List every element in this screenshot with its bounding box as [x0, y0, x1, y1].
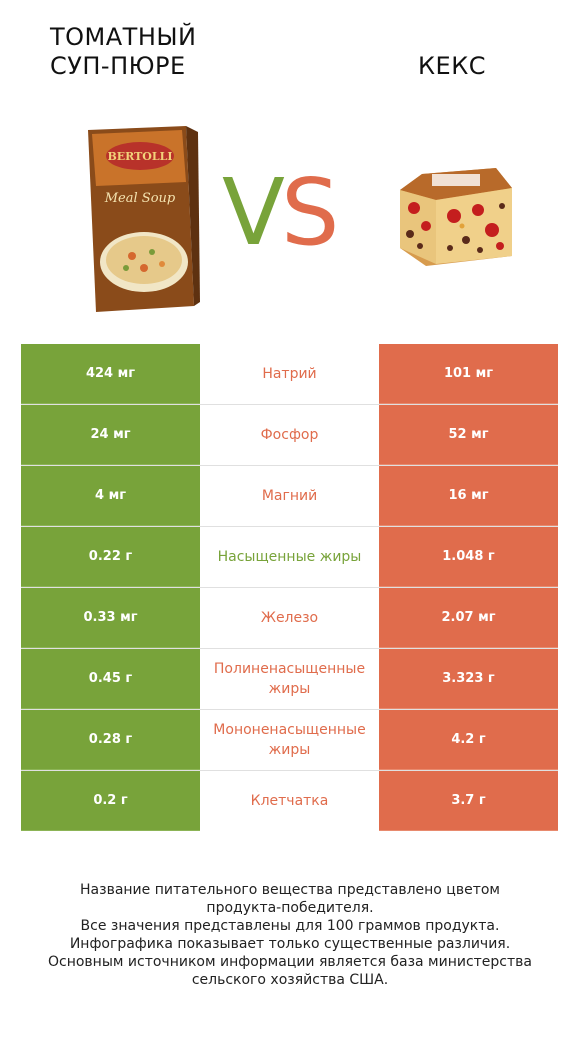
table-row: 0.22 г Насыщенные жиры 1.048 г: [21, 527, 558, 588]
left-value: 4 мг: [21, 466, 200, 526]
right-value: 52 мг: [379, 405, 558, 465]
table-row: 0.33 мг Железо 2.07 мг: [21, 588, 558, 649]
vs-s: S: [280, 159, 339, 266]
footer-line: Инфографика показывает только существенн…: [69, 936, 511, 952]
fruitcake-image: [400, 168, 512, 266]
left-value: 0.45 г: [21, 649, 200, 709]
left-value: 424 мг: [21, 344, 200, 404]
table-row: 0.2 г Клетчатка 3.7 г: [21, 771, 558, 831]
left-value: 24 мг: [21, 405, 200, 465]
footer-line: Название питательного вещества представл…: [80, 882, 500, 898]
left-product-title: ТОМАТНЫЙ СУП-ПЮРЕ: [50, 23, 197, 80]
nutrient-name: Мононенасыщенные жиры: [200, 710, 379, 770]
right-product-title: КЕКС: [418, 52, 486, 80]
footer-line: Все значения представлены для 100 граммо…: [80, 918, 500, 934]
nutrient-name: Клетчатка: [200, 771, 379, 831]
footer-note: Название питательного вещества представл…: [0, 881, 580, 989]
svg-text:BERTOLLI: BERTOLLI: [107, 150, 172, 163]
vs-v: V: [222, 159, 285, 266]
table-row: 0.45 г Полиненасыщенные жиры 3.323 г: [21, 649, 558, 710]
footer-line: Основным источником информации является …: [48, 954, 532, 970]
table-row: 24 мг Фосфор 52 мг: [21, 405, 558, 466]
right-value: 4.2 г: [379, 710, 558, 770]
footer-line: продукта-победителя.: [206, 900, 374, 916]
left-value: 0.28 г: [21, 710, 200, 770]
table-row: 4 мг Магний 16 мг: [21, 466, 558, 527]
footer-line: сельского хозяйства США.: [191, 972, 389, 988]
right-value: 2.07 мг: [379, 588, 558, 648]
left-value: 0.22 г: [21, 527, 200, 587]
nutrient-name: Полиненасыщенные жиры: [200, 649, 379, 709]
table-row: 0.28 г Мононенасыщенные жиры 4.2 г: [21, 710, 558, 771]
svg-text:Meal Soup: Meal Soup: [104, 191, 176, 206]
right-value: 3.323 г: [379, 649, 558, 709]
nutrient-name: Натрий: [200, 344, 379, 404]
right-value: 1.048 г: [379, 527, 558, 587]
nutrient-name: Фосфор: [200, 405, 379, 465]
right-value: 16 мг: [379, 466, 558, 526]
right-value: 101 мг: [379, 344, 558, 404]
left-value: 0.2 г: [21, 771, 200, 831]
nutrient-name: Насыщенные жиры: [200, 527, 379, 587]
left-value: 0.33 мг: [21, 588, 200, 648]
nutrient-name: Железо: [200, 588, 379, 648]
table-row: 424 мг Натрий 101 мг: [21, 344, 558, 405]
soup-box-image: BERTOLLI Meal Soup: [88, 126, 200, 312]
nutrient-name: Магний: [200, 466, 379, 526]
right-value: 3.7 г: [379, 771, 558, 831]
comparison-table: 424 мг Натрий 101 мг 24 мг Фосфор 52 мг 4 мг Ма…: [21, 344, 558, 831]
vs-label: VS: [222, 158, 339, 268]
